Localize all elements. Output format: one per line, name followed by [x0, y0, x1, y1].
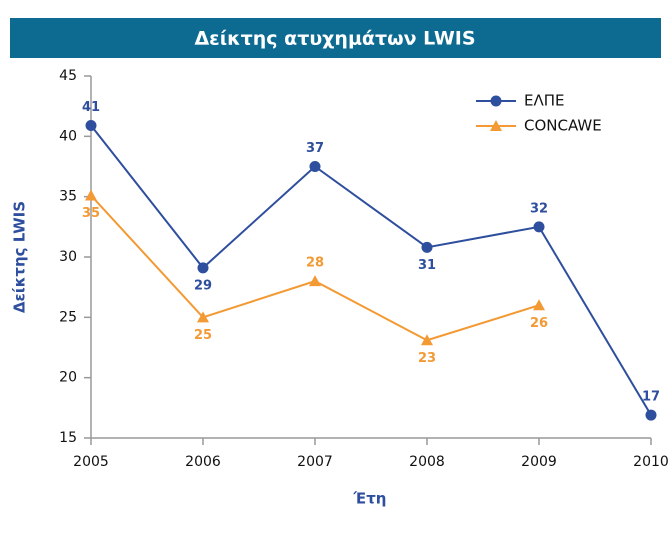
legend-label: ΕΛΠΕ: [524, 92, 565, 110]
series-line: [90, 124, 652, 416]
data-label: 37: [306, 141, 324, 156]
point: [197, 262, 209, 274]
y-tick-label: 15: [59, 430, 77, 446]
legend-label: CONCAWE: [524, 117, 602, 135]
point: [421, 241, 433, 253]
data-label: 23: [418, 351, 436, 366]
x-tick-label: 2010: [633, 454, 669, 470]
data-label: 17: [642, 390, 660, 405]
x-tick-label: 2009: [521, 454, 557, 470]
data-label: 25: [194, 328, 212, 343]
y-tick-label: 25: [59, 309, 77, 325]
data-label: 41: [82, 100, 100, 115]
title-banner: [10, 18, 661, 58]
x-tick-label: 2007: [297, 454, 333, 470]
legend-marker: [490, 95, 502, 107]
point: [197, 311, 209, 323]
legend-marker: [490, 120, 502, 131]
y-tick-label: 35: [59, 189, 77, 205]
data-label: 28: [306, 256, 324, 271]
point: [309, 161, 321, 172]
data-label: 31: [418, 258, 436, 273]
point: [533, 299, 545, 311]
data-label: 29: [194, 278, 212, 293]
point: [645, 409, 657, 421]
data-label: 26: [530, 316, 548, 331]
x-tick-label: 2005: [73, 454, 109, 470]
y-tick-label: 30: [59, 249, 77, 265]
x-tick-label: 2008: [409, 454, 445, 470]
chart-title: Δείκτης ατυχημάτων LWIS: [194, 28, 475, 50]
x-tick-label: 2006: [185, 454, 221, 470]
y-tick-label: 20: [59, 370, 77, 386]
point: [85, 189, 97, 201]
point: [85, 119, 97, 131]
data-label: 32: [530, 201, 548, 216]
y-tick-label: 45: [59, 68, 77, 84]
y-axis-label: Δείκτης LWIS: [11, 201, 29, 313]
x-axis-label: Έτη: [353, 490, 387, 508]
point: [309, 275, 321, 287]
point: [533, 221, 545, 233]
data-label: 35: [82, 206, 100, 221]
y-tick-label: 40: [59, 128, 77, 144]
point: [421, 334, 433, 346]
